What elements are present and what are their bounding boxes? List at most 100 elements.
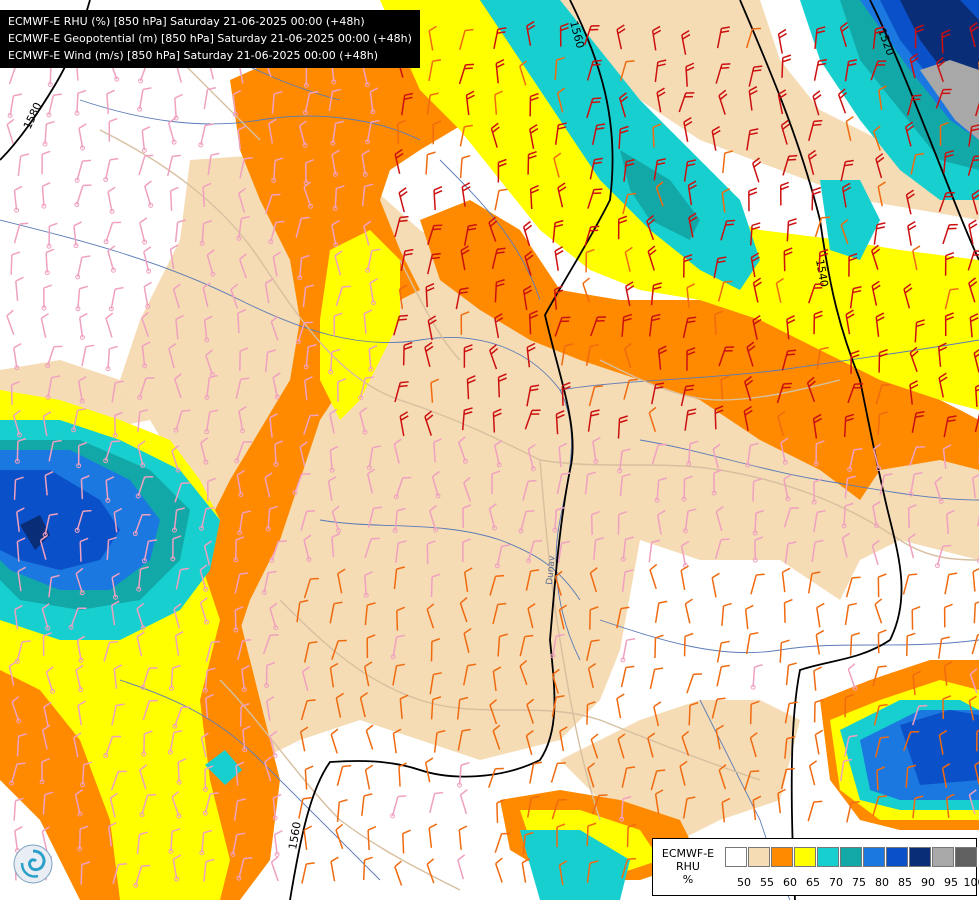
wind-barb [13, 342, 22, 371]
wind-barb [239, 347, 249, 371]
wind-barb [745, 442, 759, 468]
wind-barb [846, 800, 860, 823]
wind-barb [872, 795, 888, 817]
wind-barb [424, 410, 434, 436]
wind-barb [426, 603, 435, 629]
wind-barb [45, 345, 63, 369]
wind-barb [105, 345, 118, 372]
wind-barb [784, 735, 796, 759]
wind-barb [872, 665, 887, 687]
wind-barb [814, 26, 826, 50]
wind-barb [463, 223, 477, 246]
wind-barb [716, 640, 730, 663]
wind-barb [237, 638, 252, 661]
wind-barb [272, 793, 282, 821]
wind-barb [653, 701, 662, 727]
wind-barb [336, 799, 348, 823]
wind-barb [649, 667, 664, 690]
wind-barb [905, 189, 915, 215]
wind-barb [745, 631, 759, 655]
wind-barb [648, 313, 661, 337]
wind-barb [295, 216, 310, 238]
wind-barb [526, 342, 536, 368]
legend-swatch [932, 847, 954, 867]
wind-barb [522, 220, 533, 247]
wind-barb [42, 120, 55, 147]
wind-barb [331, 505, 342, 534]
wind-barb [172, 283, 181, 309]
wind-barb [465, 90, 475, 116]
wind-barb [622, 192, 637, 215]
wind-barb [359, 692, 368, 718]
wind-barb [812, 90, 822, 116]
wind-barb [558, 442, 568, 468]
wind-barb [806, 376, 816, 402]
wind-barb [617, 448, 631, 474]
wind-barb [369, 278, 378, 306]
wind-barb [167, 730, 183, 755]
wind-barb [497, 158, 507, 183]
rh-65-area-mid [320, 230, 400, 420]
contour-1520 [869, 0, 979, 261]
wind-barb [524, 250, 534, 276]
wind-barb [811, 539, 824, 563]
wind-barb [268, 220, 285, 245]
wind-barb [269, 730, 278, 759]
wind-barb [174, 482, 190, 503]
wind-barb [808, 283, 824, 304]
wind-barb [141, 125, 151, 153]
wind-barb [103, 640, 119, 662]
wind-barb [46, 222, 58, 249]
wind-barb [265, 696, 275, 721]
legend-swatch [886, 847, 908, 867]
wind-barb [583, 25, 600, 46]
wind-barb [816, 346, 829, 370]
wind-barb [720, 375, 730, 400]
wind-barb [551, 695, 565, 718]
river-line [79, 99, 421, 141]
wind-barb [461, 182, 471, 207]
wind-barb [619, 60, 635, 82]
wind-barb [654, 59, 667, 83]
contour-label: 1540 [813, 258, 831, 288]
wind-barb [850, 350, 860, 374]
wind-barb [426, 92, 439, 115]
wind-barb [587, 409, 600, 432]
legend-title-variable: RHU [676, 860, 700, 873]
wind-barb [914, 24, 924, 49]
wind-barb [236, 215, 250, 241]
rh-75-area-n [620, 150, 700, 240]
wind-barb [748, 187, 758, 212]
wind-barb [784, 541, 797, 564]
wind-barb [872, 26, 884, 50]
wind-barb [944, 251, 955, 276]
wind-barb [681, 475, 693, 502]
wind-barb [399, 411, 409, 437]
wind-barb [233, 798, 246, 821]
wind-barb [489, 574, 505, 596]
wind-barb [776, 382, 792, 404]
wind-barb [680, 565, 689, 591]
wind-barb [140, 667, 158, 690]
wind-barb [106, 89, 116, 114]
wind-barb [785, 662, 797, 686]
wind-barb [807, 571, 821, 594]
wind-barb [935, 88, 952, 109]
wind-barb [526, 698, 535, 724]
wind-barb [878, 85, 887, 111]
wind-barb [844, 693, 854, 718]
wind-barb [973, 599, 979, 624]
wind-barb [74, 789, 84, 817]
wind-barb [657, 345, 668, 370]
wind-barb [304, 375, 313, 401]
wind-barb [362, 856, 373, 881]
wind-barb [814, 729, 824, 755]
wind-barb [455, 287, 469, 310]
wind-barb [492, 724, 501, 750]
wind-barb [942, 444, 952, 469]
wind-barb [849, 632, 860, 656]
wind-barb [557, 540, 571, 564]
wind-barb [301, 862, 315, 884]
legend-tick-label: 70 [829, 876, 843, 889]
wind-barb [426, 252, 441, 275]
